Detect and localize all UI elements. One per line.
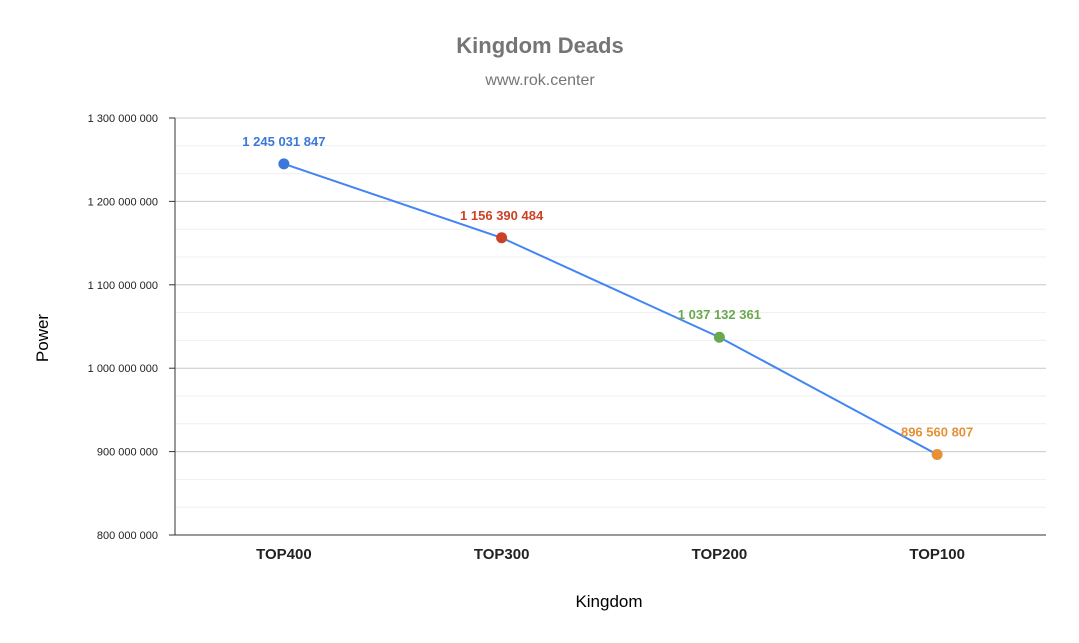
series-line [283, 162, 938, 456]
y-tick-label: 1 300 000 000 [88, 113, 158, 125]
x-tick-label: TOP100 [909, 546, 965, 563]
data-point [713, 331, 725, 343]
data-label: 1 156 390 484 [460, 208, 544, 223]
x-axis: TOP400 TOP300 TOP200 TOP100 [175, 534, 1046, 563]
y-tick-label: 1 100 000 000 [88, 280, 158, 292]
y-tick-label: 900 000 000 [97, 447, 158, 459]
x-tick-label: TOP300 [474, 546, 530, 563]
data-label: 896 560 807 [901, 424, 973, 439]
y-tick-label: 800 000 000 [97, 530, 158, 542]
y-tick-label: 1 000 000 000 [88, 363, 158, 375]
x-tick-label: TOP200 [692, 546, 748, 563]
data-label: 1 245 031 847 [242, 134, 325, 149]
data-point [278, 158, 290, 170]
x-tick-label: TOP400 [256, 546, 312, 563]
series-line-group: 1 245 031 847 1 156 390 484 1 037 132 361 8… [242, 134, 973, 460]
data-point [931, 448, 943, 460]
y-axis: 800 000 000 900 000 000 1 000 000 000 1 100… [88, 113, 176, 542]
chart-title: Kingdom Deads [456, 33, 623, 58]
x-axis-label: Kingdom [575, 592, 642, 611]
gridlines [175, 117, 1046, 536]
y-tick-label: 1 200 000 000 [88, 196, 158, 208]
y-axis-label: Power [33, 314, 52, 363]
data-point [496, 232, 508, 244]
data-label: 1 037 132 361 [678, 307, 761, 322]
chart-subtitle: www.rok.center [484, 72, 595, 89]
